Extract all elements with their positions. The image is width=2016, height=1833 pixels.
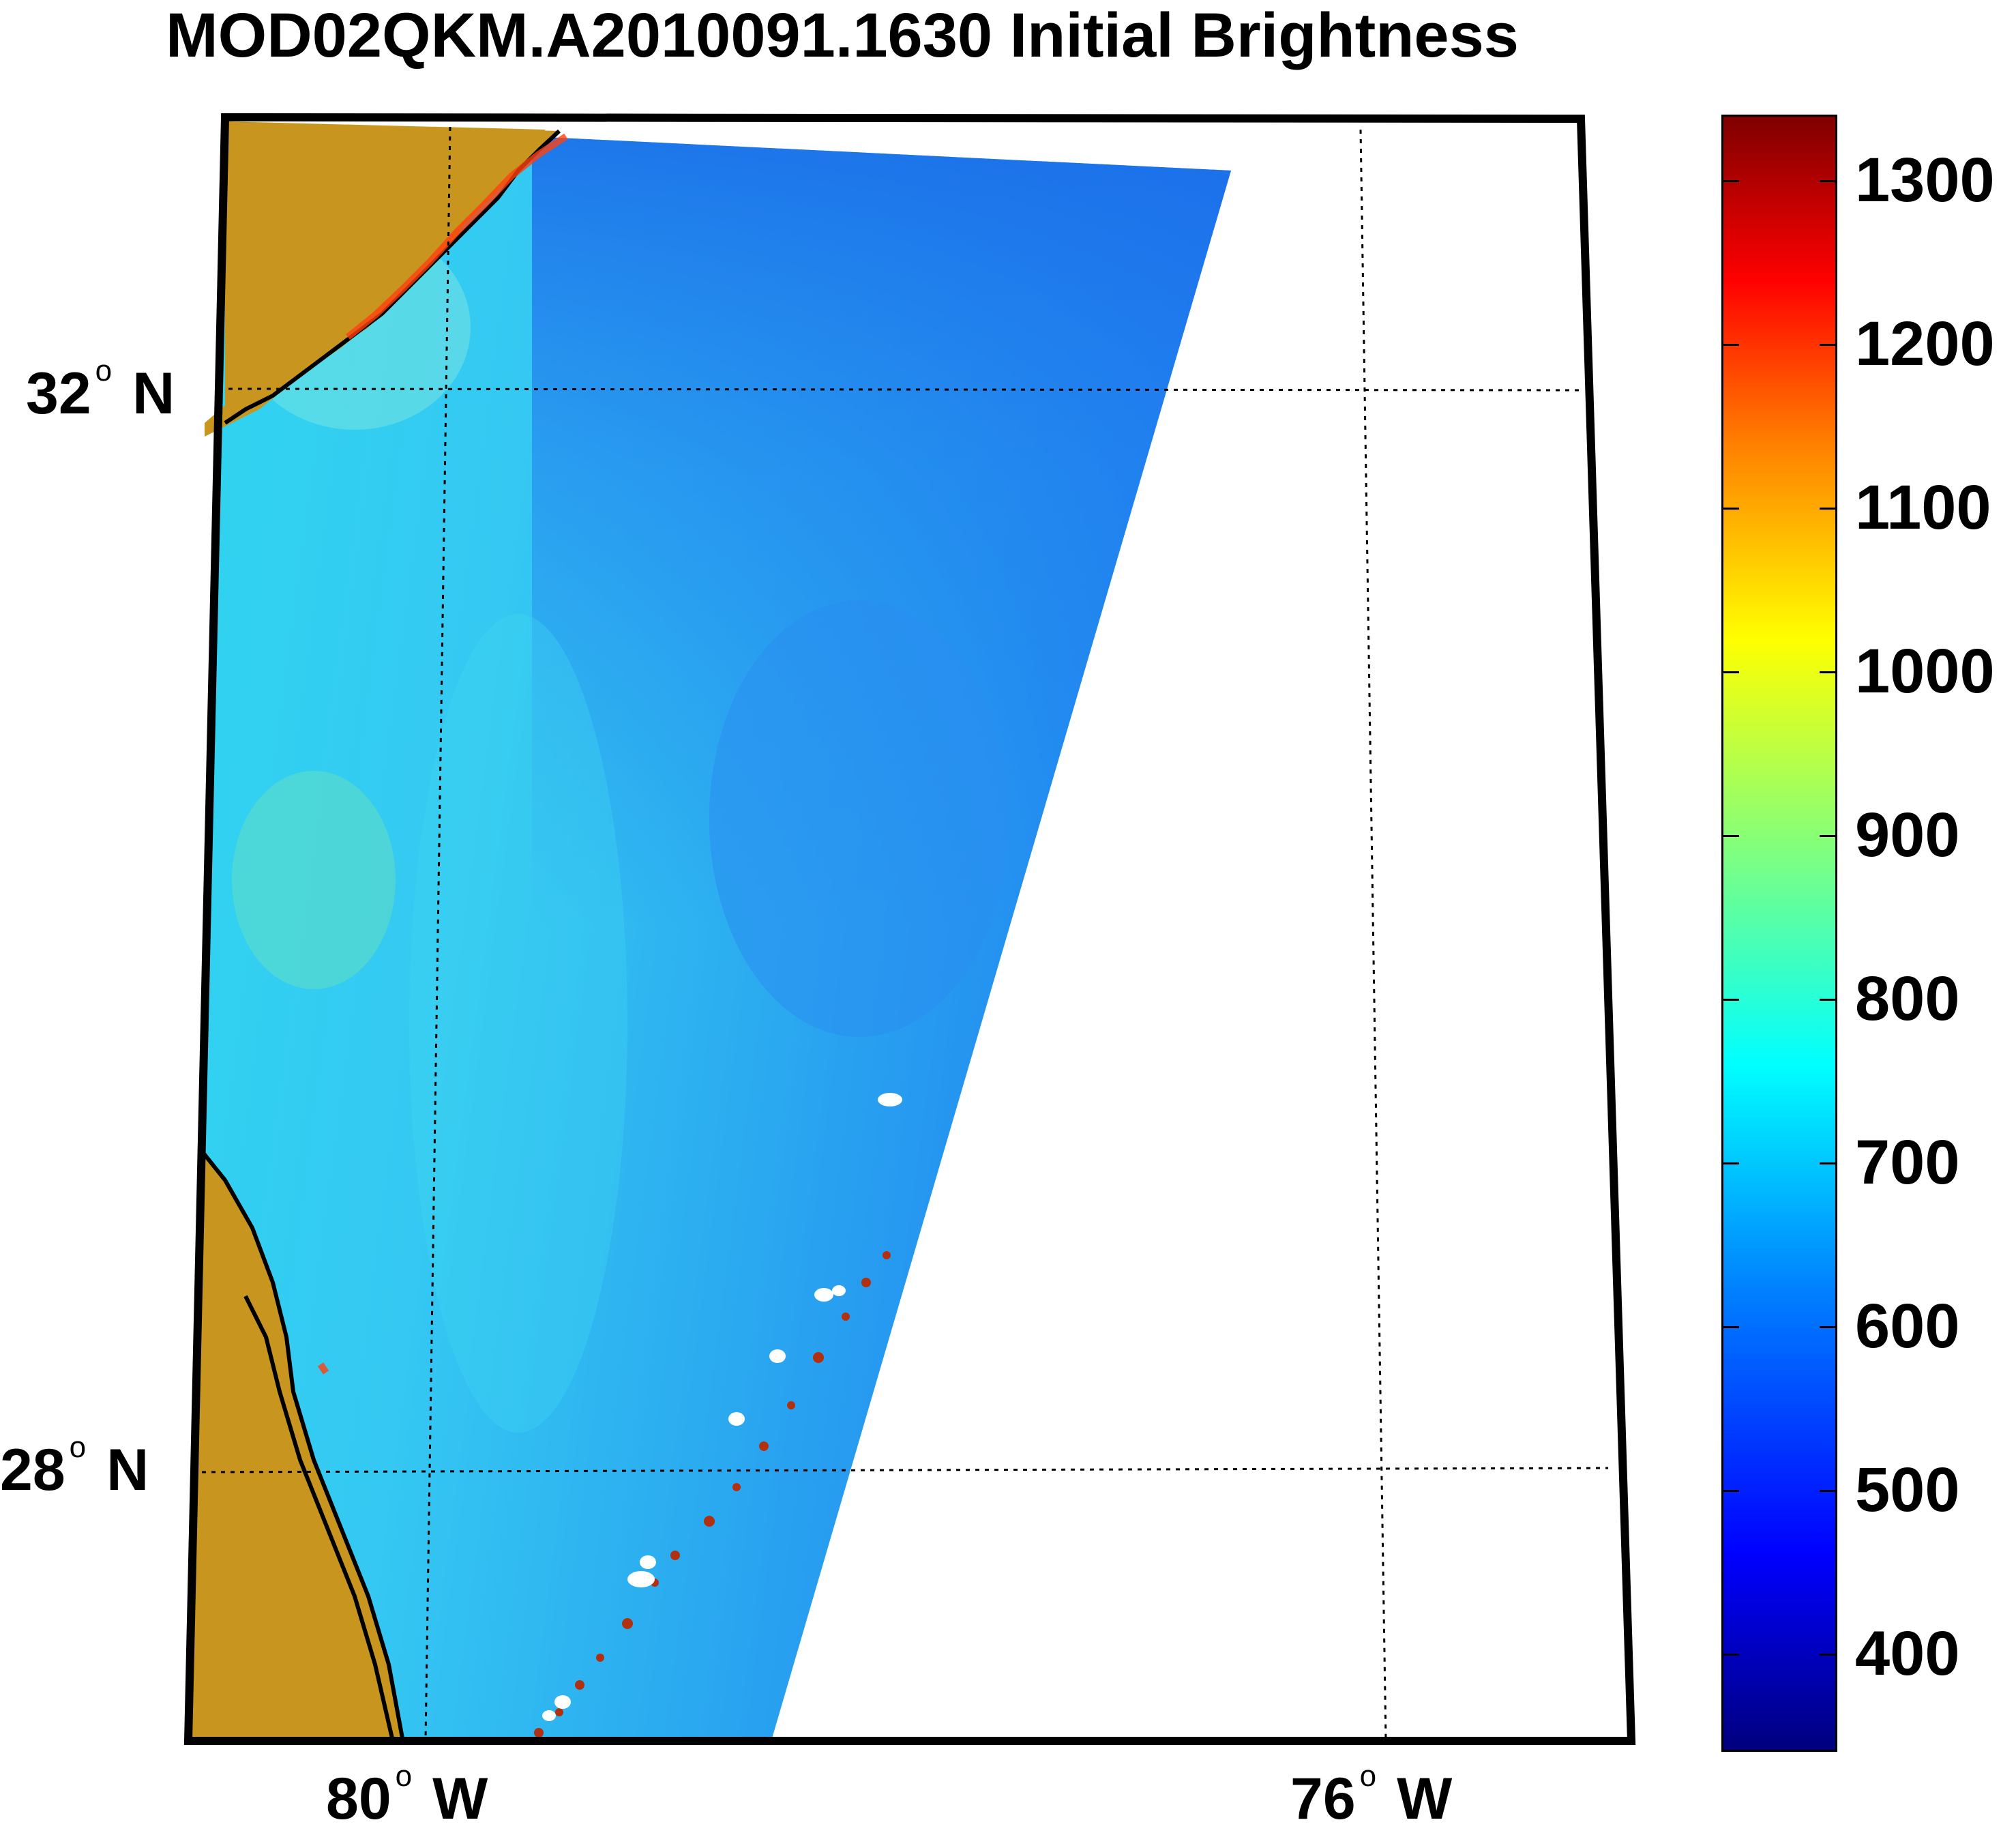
colorbar-tick-label: 700 [1855,1127,1960,1199]
colorbar-tick-label: 500 [1855,1454,1960,1526]
colorbar-tick-label: 1300 [1855,145,1995,216]
colorbar-tick-label: 600 [1855,1291,1960,1362]
colorbar-tick-label: 1200 [1855,308,1995,380]
colorbar-tick-label: 400 [1855,1618,1960,1690]
colorbar [1721,115,1837,1752]
colorbar-tick-label: 900 [1855,800,1960,871]
lat-label-32: 32 o N [26,360,175,428]
colorbar-tick-label: 1000 [1855,636,1995,707]
lat-label-28: 28 o N [0,1437,149,1504]
colorbar-tick-label: 1100 [1855,472,1991,544]
lon-label-76: 76 o W [1290,1765,1452,1833]
colorbar-tick-label: 800 [1855,963,1960,1035]
lon-label-80: 80 o W [326,1765,488,1833]
